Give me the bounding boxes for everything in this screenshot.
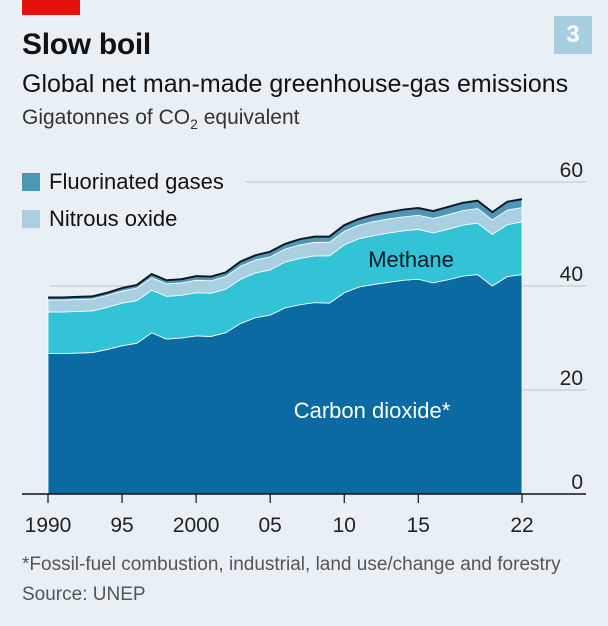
units-subscript: 2 <box>190 116 198 133</box>
units-suffix: equivalent <box>197 106 300 129</box>
x-tick-label-2010: 10 <box>333 514 356 537</box>
x-tick-label-1990: 1990 <box>25 514 72 537</box>
legend-swatch-nitrous <box>22 210 40 228</box>
units-prefix: Gigatonnes of CO <box>22 106 191 129</box>
legend-item-nitrous: Nitrous oxide <box>22 206 177 232</box>
chart-source: Source: UNEP <box>22 584 146 605</box>
x-tick-label-1995: 95 <box>110 514 133 537</box>
x-tick-label-2000: 2000 <box>173 514 220 537</box>
chart-title: Slow boil <box>22 28 151 61</box>
x-tick-label-2015: 15 <box>407 514 430 537</box>
legend-item-fluorinated: Fluorinated gases <box>22 169 224 195</box>
series-label-co2: Carbon dioxide* <box>294 398 451 423</box>
total-line <box>48 198 523 299</box>
x-tick-label-2022: 22 <box>510 514 533 537</box>
chart-subtitle: Global net man-made greenhouse-gas emiss… <box>22 70 569 98</box>
y-tick-label-20: 20 <box>560 367 583 390</box>
chart-units: Gigatonnes of CO2 equivalent <box>22 106 299 132</box>
y-tick-label-60: 60 <box>560 159 583 182</box>
chart-number-badge: 3 <box>554 16 592 54</box>
x-tick-label-2005: 05 <box>259 514 282 537</box>
legend-label-nitrous: Nitrous oxide <box>49 206 178 231</box>
y-tick-label-0: 0 <box>571 471 583 494</box>
series-label-methane: Methane <box>368 247 454 272</box>
legend-label-fluorinated: Fluorinated gases <box>49 169 224 194</box>
y-tick-label-40: 40 <box>560 263 583 286</box>
brand-red-tag <box>22 0 80 15</box>
chart-footnote: *Fossil-fuel combustion, industrial, lan… <box>22 554 561 575</box>
legend-swatch-fluorinated <box>22 173 40 191</box>
